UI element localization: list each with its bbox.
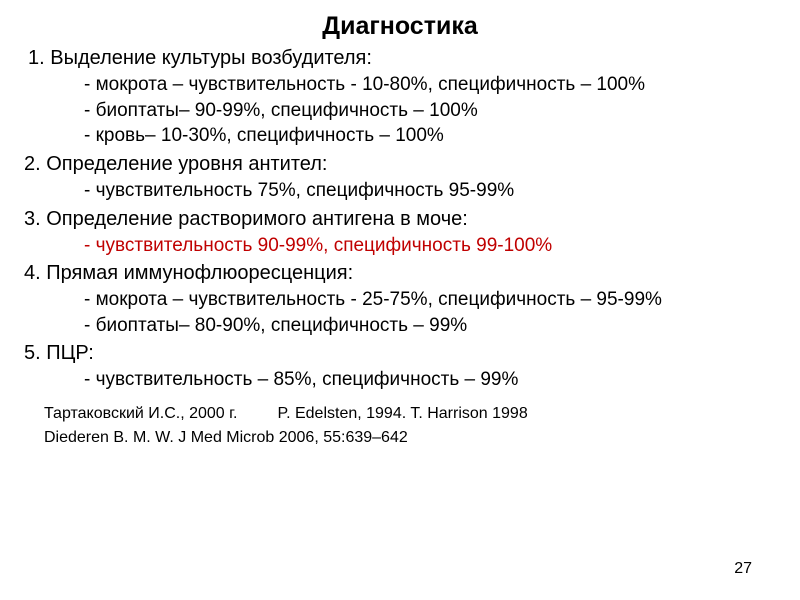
page-number: 27 (734, 560, 752, 578)
section-1-heading: 1. Выделение культуры возбудителя: (24, 47, 776, 70)
section-3-item-1: - чувствительность 90-99%, специфичность… (24, 233, 776, 259)
citation-1: Тартаковский И.С., 2000 г. P. Edelsten, … (24, 405, 776, 423)
section-3-heading: 3. Определение растворимого антигена в м… (24, 208, 776, 231)
citation-2: Diederen B. M. W. J Med Microb 2006, 55:… (24, 429, 776, 447)
section-1-item-2: - биоптаты– 90-99%, специфичность – 100% (24, 98, 776, 124)
section-4-item-1: - мокрота – чувствительность - 25-75%, с… (24, 287, 776, 313)
section-4-heading: 4. Прямая иммунофлюоресценция: (24, 262, 776, 285)
section-1-item-1: - мокрота – чувствительность - 10-80%, с… (24, 72, 776, 98)
content-container: 1. Выделение культуры возбудителя:- мокр… (24, 47, 776, 393)
section-5-item-1: - чувствительность – 85%, специфичность … (24, 367, 776, 393)
slide-title: Диагностика (24, 12, 776, 41)
section-2-item-1: - чувствительность 75%, специфичность 95… (24, 178, 776, 204)
section-2-heading: 2. Определение уровня антител: (24, 153, 776, 176)
section-1-item-3: - кровь– 10-30%, специфичность – 100% (24, 123, 776, 149)
section-5-heading: 5. ПЦР: (24, 342, 776, 365)
section-4-item-2: - биоптаты– 80-90%, специфичность – 99% (24, 313, 776, 339)
